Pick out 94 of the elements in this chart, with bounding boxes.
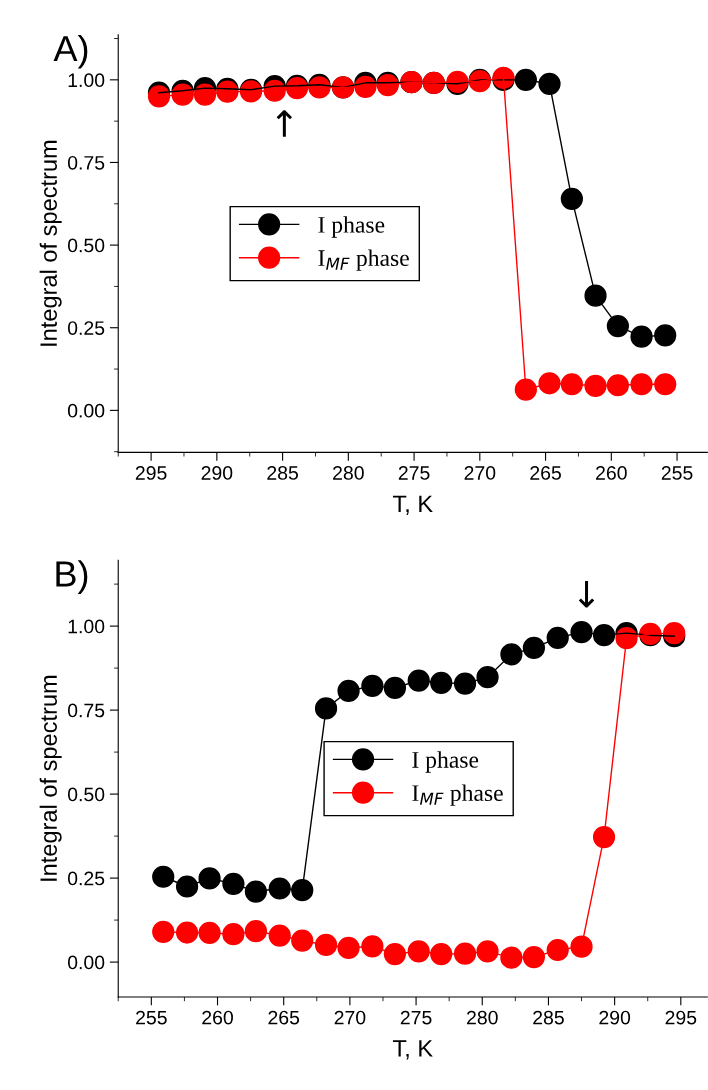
point — [453, 672, 477, 695]
y-tick-label: 1.00 — [68, 73, 105, 88]
chart-title: A) — [53, 34, 88, 69]
x-tick-label: 265 — [530, 466, 561, 480]
point — [592, 825, 616, 849]
point — [198, 867, 221, 890]
y-tick-label: 0.25 — [67, 321, 105, 335]
y-tick-label: 0.00 — [67, 403, 105, 418]
point — [268, 877, 291, 900]
y-axis-title: Integral of spectrum — [39, 675, 62, 881]
legend-label: I phase — [318, 216, 385, 238]
point — [152, 920, 175, 943]
point — [560, 373, 583, 396]
point — [314, 697, 338, 720]
point — [430, 671, 453, 695]
point — [538, 372, 561, 395]
point — [361, 935, 384, 958]
point — [337, 936, 360, 960]
point — [268, 924, 291, 947]
y-tick-label: 0.75 — [67, 155, 105, 170]
y-tick-label: 0.50 — [67, 787, 105, 802]
point — [500, 643, 523, 666]
x-tick-label: 275 — [400, 1010, 432, 1025]
point — [546, 938, 569, 962]
x-tick-label: 285 — [533, 1010, 564, 1025]
x-tick-label: 265 — [268, 1010, 300, 1025]
x-tick-label: 290 — [599, 1010, 631, 1025]
point — [522, 945, 545, 969]
point — [514, 68, 537, 91]
x-tick-label: 290 — [201, 466, 233, 480]
x-tick-label: 260 — [202, 1010, 233, 1025]
point — [291, 879, 314, 902]
point — [546, 626, 569, 649]
x-tick-label: 280 — [333, 466, 364, 480]
point — [407, 940, 430, 963]
point — [314, 933, 338, 957]
point — [383, 676, 407, 700]
x-tick-label: 255 — [661, 466, 693, 480]
point — [514, 378, 537, 401]
point — [175, 921, 199, 944]
legend-label: I$_{MF}$ phase — [318, 249, 409, 271]
point — [383, 942, 407, 966]
point — [584, 284, 607, 307]
point — [606, 314, 629, 338]
legend-label: I phase — [412, 751, 479, 773]
point — [453, 942, 477, 965]
point — [476, 940, 499, 963]
x-axis-title: T, K — [392, 495, 433, 515]
x-tick-label: 275 — [398, 466, 430, 480]
y-tick-label: 0.75 — [67, 703, 105, 718]
point — [538, 72, 561, 95]
point — [570, 935, 593, 958]
point — [606, 374, 629, 397]
point — [654, 324, 677, 347]
y-axis-title: Integral of spectrum — [39, 140, 62, 346]
point — [222, 872, 245, 895]
x-axis-title: T, K — [392, 1040, 433, 1060]
point — [407, 669, 430, 692]
point — [291, 929, 314, 952]
point — [630, 373, 653, 396]
annotation: ↑ — [276, 110, 293, 137]
x-tick-label: 270 — [464, 466, 496, 480]
x-tick-label: 260 — [596, 466, 627, 480]
point — [584, 374, 607, 398]
point — [654, 373, 677, 396]
annotation: ↓ — [578, 581, 595, 608]
point — [244, 920, 268, 943]
point — [244, 880, 268, 903]
point — [522, 636, 545, 660]
point — [476, 666, 499, 689]
x-tick-label: 295 — [665, 1010, 697, 1025]
y-tick-label: 0.00 — [67, 955, 105, 970]
y-tick-label: 0.50 — [67, 238, 105, 253]
point — [430, 942, 453, 966]
point — [175, 875, 199, 898]
point — [361, 674, 384, 698]
x-tick-label: 255 — [136, 1010, 167, 1025]
y-tick-label: 1.00 — [68, 619, 105, 634]
x-tick-label: 285 — [267, 466, 298, 480]
point — [500, 946, 523, 969]
y-tick-label: 0.25 — [67, 871, 105, 886]
point — [560, 187, 583, 210]
point — [630, 325, 653, 348]
point — [152, 865, 175, 888]
point — [570, 621, 593, 644]
x-tick-label: 270 — [334, 1010, 366, 1025]
point — [337, 679, 360, 703]
chart-title: B) — [56, 560, 88, 594]
point — [592, 624, 616, 647]
x-tick-label: 280 — [467, 1010, 498, 1025]
point — [198, 921, 221, 944]
point — [222, 923, 245, 946]
x-tick-label: 295 — [135, 466, 167, 480]
legend-label: I$_{MF}$ phase — [412, 784, 503, 806]
